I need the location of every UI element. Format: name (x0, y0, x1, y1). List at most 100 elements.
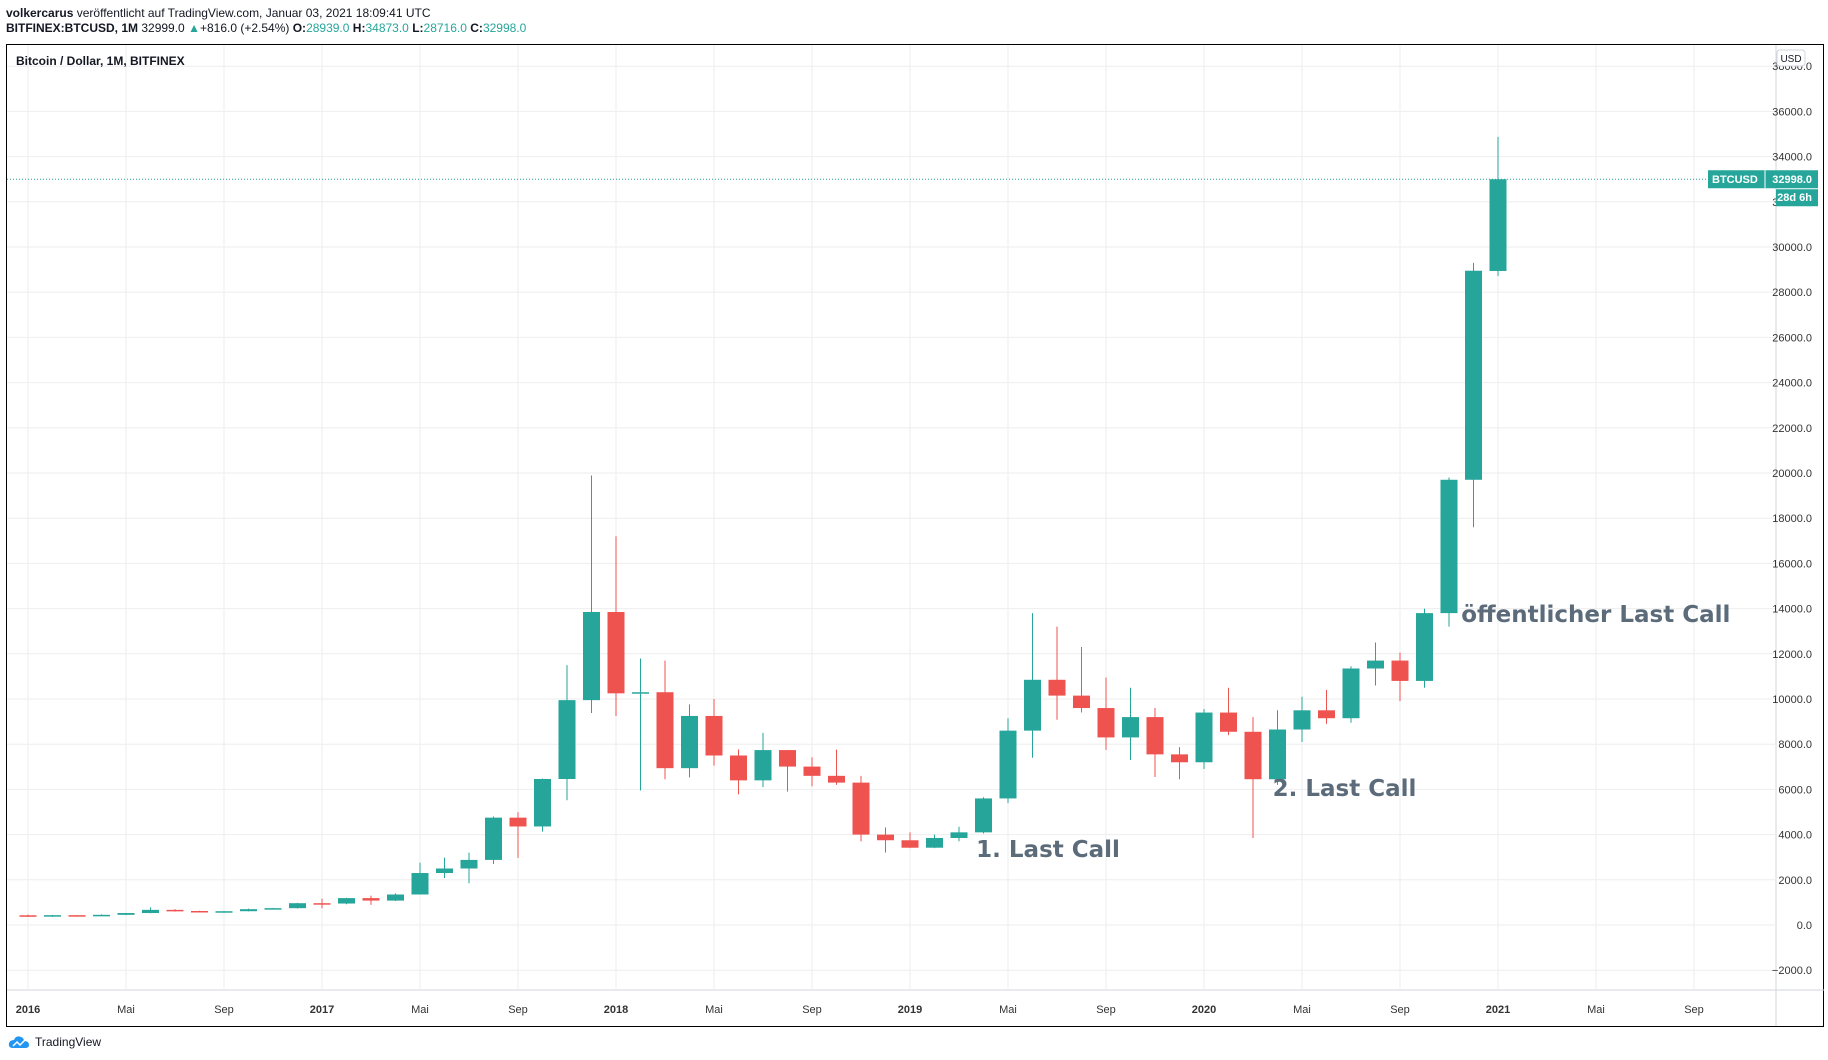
candle (436, 857, 453, 878)
candle (1024, 613, 1041, 758)
candle (460, 852, 478, 884)
candle (1244, 717, 1262, 838)
tradingview-logo[interactable]: TradingView (8, 1035, 101, 1049)
last-price-tag-value: 32998.0 (1772, 174, 1812, 186)
candle-body (1416, 613, 1433, 681)
x-tick-label: Sep (508, 1004, 528, 1016)
author-name[interactable]: volkercarus (6, 6, 74, 20)
high-label: H: (352, 21, 366, 35)
candle (681, 704, 698, 778)
candle-body (558, 700, 576, 780)
candle-body (387, 894, 404, 901)
candle (44, 915, 61, 917)
candle (1220, 687, 1237, 736)
candle-body (1122, 717, 1139, 738)
ohlc-header: BITFINEX:BTCUSD, 1M 32999.0 ▲+816.0 (+2.… (6, 21, 526, 35)
candle-body (1342, 668, 1360, 719)
candle-body (264, 908, 282, 910)
candle-body (362, 898, 380, 901)
cloud-logo-icon (8, 1036, 29, 1048)
candle (779, 750, 796, 792)
candle (117, 913, 135, 916)
y-tick-label: 34000.0 (1772, 152, 1812, 164)
last-price-tag: BTCUSD 32998.0 28d 6h (1708, 170, 1818, 207)
x-tick-label: Mai (411, 1004, 429, 1016)
x-tick-label: Sep (1096, 1004, 1116, 1016)
x-tick-label: Mai (1293, 1004, 1311, 1016)
x-tick-label: Sep (802, 1004, 822, 1016)
candle-body (338, 898, 355, 904)
x-tick-label: Mai (999, 1004, 1017, 1016)
candle-body (1269, 729, 1286, 780)
candle (852, 775, 870, 842)
candle-body (534, 779, 551, 827)
x-tick-label: 2019 (898, 1004, 922, 1016)
candle-body (632, 692, 649, 694)
countdown-tag-value: 28d 6h (1777, 192, 1812, 204)
candle (950, 826, 968, 842)
candle-body (485, 817, 502, 860)
candle-body (191, 910, 208, 913)
candle-body (1195, 712, 1213, 763)
chart-title: Bitcoin / Dollar, 1M, BITFINEX (16, 54, 185, 68)
candle-body (240, 909, 257, 912)
candle (485, 816, 502, 864)
candle-body (44, 915, 61, 917)
y-tick-label: 28000.0 (1772, 287, 1812, 299)
candle-body (828, 775, 845, 783)
candle (1171, 747, 1188, 780)
candle (926, 834, 943, 849)
candles (19, 136, 1507, 917)
y-tick-label: 16000.0 (1772, 558, 1812, 570)
y-tick-label: 4000.0 (1778, 830, 1812, 842)
candle (1073, 647, 1090, 713)
candle (999, 718, 1017, 803)
y-tick-label: 26000.0 (1772, 332, 1812, 344)
candle-body (1465, 270, 1482, 480)
x-tick-label: 2017 (310, 1004, 334, 1016)
grid (7, 45, 1824, 1026)
candle (656, 660, 674, 780)
y-tick-label: 0.0 (1797, 920, 1812, 932)
x-tick-label: Mai (117, 1004, 135, 1016)
candle-body (1391, 660, 1409, 681)
x-tick-label: Mai (705, 1004, 723, 1016)
candle-body (1220, 712, 1237, 732)
candle-body (803, 766, 821, 776)
candle-body (1367, 660, 1384, 669)
candle (583, 475, 600, 714)
y-tick-label: 36000.0 (1772, 106, 1812, 118)
currency-button[interactable]: USD (1776, 49, 1806, 67)
last-price-tag-symbol: BTCUSD (1712, 174, 1758, 186)
change-arrow-icon: ▲ (188, 21, 200, 35)
candle-body (1097, 708, 1115, 738)
x-tick-label: 2016 (16, 1004, 40, 1016)
candle (975, 797, 992, 834)
candle-body (705, 715, 723, 756)
candle-body (1073, 695, 1090, 709)
candle (803, 757, 821, 787)
candle (1269, 710, 1286, 785)
candle-body (1244, 731, 1262, 780)
candle-body (681, 715, 698, 769)
time-axis[interactable]: 2016 Mai Sep 2017 Mai Sep 2018 Mai Sep 2019 Mai Sep… (16, 1004, 1704, 1016)
candle (191, 910, 208, 913)
annotations: 1. Last Call 2. Last Call öffentlicher Las… (976, 602, 1730, 863)
candle (166, 909, 184, 912)
x-tick-label: Sep (1684, 1004, 1704, 1016)
candle (1146, 708, 1164, 777)
candle-body (1440, 479, 1458, 614)
candle (313, 898, 331, 909)
currency-button-label[interactable]: USD (1780, 54, 1801, 65)
x-tick-label: 2018 (604, 1004, 628, 1016)
candle-body (1048, 679, 1066, 696)
candle (509, 812, 527, 858)
candle (1489, 136, 1507, 277)
candle-body (1171, 754, 1188, 763)
y-tick-label: 6000.0 (1778, 784, 1812, 796)
candle-body (19, 915, 37, 917)
candle-body (1489, 179, 1507, 271)
candle-body (1024, 679, 1041, 731)
candle (1465, 262, 1482, 528)
